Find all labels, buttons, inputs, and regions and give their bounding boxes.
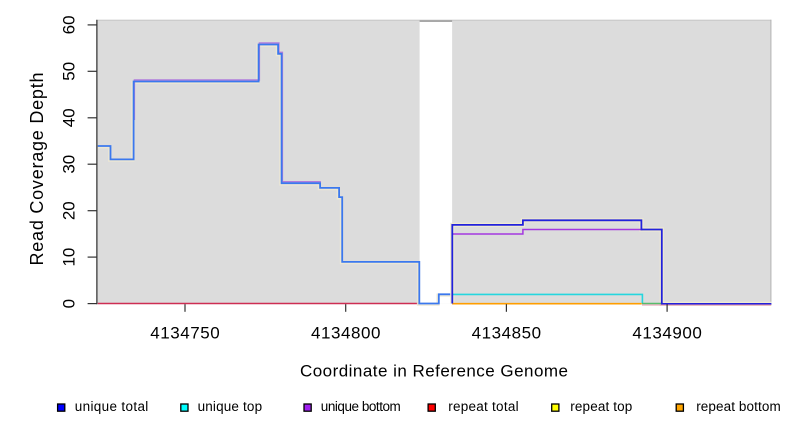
svg-text:Read Coverage Depth: Read Coverage Depth bbox=[27, 73, 47, 266]
svg-text:60: 60 bbox=[60, 15, 79, 34]
svg-text:repeat bottom: repeat bottom bbox=[696, 399, 781, 414]
svg-text:repeat total: repeat total bbox=[448, 399, 518, 414]
svg-text:4134850: 4134850 bbox=[472, 323, 542, 342]
svg-text:unique top: unique top bbox=[198, 399, 263, 414]
svg-text:repeat top: repeat top bbox=[570, 399, 632, 414]
svg-text:4134900: 4134900 bbox=[632, 323, 702, 342]
svg-text:4134750: 4134750 bbox=[150, 323, 220, 342]
svg-text:unique bottom: unique bottom bbox=[321, 399, 401, 414]
svg-text:4134800: 4134800 bbox=[311, 323, 381, 342]
svg-text:50: 50 bbox=[60, 62, 79, 81]
svg-text:30: 30 bbox=[60, 155, 79, 174]
svg-text:Coordinate in Reference Genome: Coordinate in Reference Genome bbox=[300, 361, 568, 380]
svg-text:unique total: unique total bbox=[75, 399, 149, 414]
svg-text:40: 40 bbox=[60, 108, 79, 127]
svg-text:20: 20 bbox=[60, 201, 79, 220]
svg-text:0: 0 bbox=[60, 299, 79, 308]
svg-text:10: 10 bbox=[60, 248, 79, 267]
